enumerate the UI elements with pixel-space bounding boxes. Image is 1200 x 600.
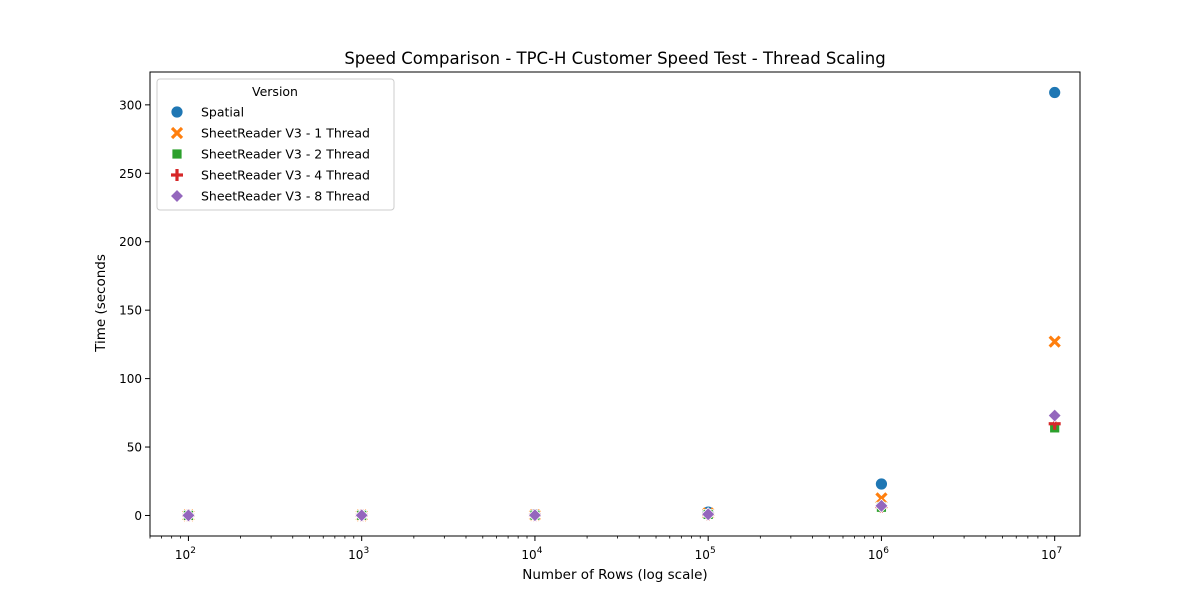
legend-label: Spatial	[201, 105, 244, 120]
data-point-series-1	[875, 492, 888, 505]
y-tick-label: 50	[127, 441, 142, 455]
chart-title: Speed Comparison - TPC-H Customer Speed …	[344, 49, 885, 68]
y-tick-label: 200	[119, 235, 142, 249]
x-axis-ticks: 102 103 104 105 106 107	[149, 536, 1062, 562]
data-point-series-4	[701, 507, 716, 522]
legend-marker-2	[171, 148, 183, 160]
x-tick-label: 105	[695, 546, 716, 562]
x-tick-label: 103	[348, 546, 369, 562]
legend-label: SheetReader V3 - 8 Thread	[201, 189, 370, 204]
y-axis-label: Time (seconds	[93, 254, 109, 353]
data-point-series-4	[1047, 408, 1062, 423]
y-tick-label: 150	[119, 304, 142, 318]
legend-label: SheetReader V3 - 1 Thread	[201, 126, 370, 141]
legend-marker-4	[169, 188, 185, 204]
legend: Version Spatial SheetReader V3 - 1 Thread S…	[156, 78, 395, 211]
y-tick-label: 100	[119, 372, 142, 386]
x-tick-label: 102	[175, 546, 196, 562]
x-tick-label: 107	[1041, 546, 1062, 562]
data-point-series-4	[527, 508, 543, 523]
legend-label: SheetReader V3 - 4 Thread	[201, 168, 370, 183]
y-tick-label: 250	[119, 167, 142, 181]
x-tick-label: 104	[521, 546, 542, 562]
data-point-series-4	[354, 508, 369, 523]
y-axis-ticks: 0 50 100 150 200 250 300	[119, 98, 150, 523]
data-point-series-4	[874, 498, 889, 513]
x-tick-label: 106	[868, 546, 889, 562]
data-point-series-0	[875, 477, 888, 491]
plot-frame	[149, 71, 1081, 537]
y-tick-label: 0	[134, 509, 142, 523]
data-points	[181, 86, 1062, 523]
data-point-series-4	[181, 508, 196, 523]
data-point-series-0	[1048, 86, 1062, 99]
legend-label: SheetReader V3 - 2 Thread	[201, 147, 370, 162]
x-axis-label: Number of Rows (log scale)	[522, 567, 707, 583]
legend-marker-0	[170, 105, 184, 119]
legend-box	[156, 78, 395, 211]
legend-marker-1	[170, 126, 184, 140]
legend-marker-3	[171, 169, 183, 181]
legend-title: Version	[252, 84, 298, 99]
y-tick-label: 300	[119, 98, 142, 112]
data-point-series-1	[1048, 335, 1061, 348]
